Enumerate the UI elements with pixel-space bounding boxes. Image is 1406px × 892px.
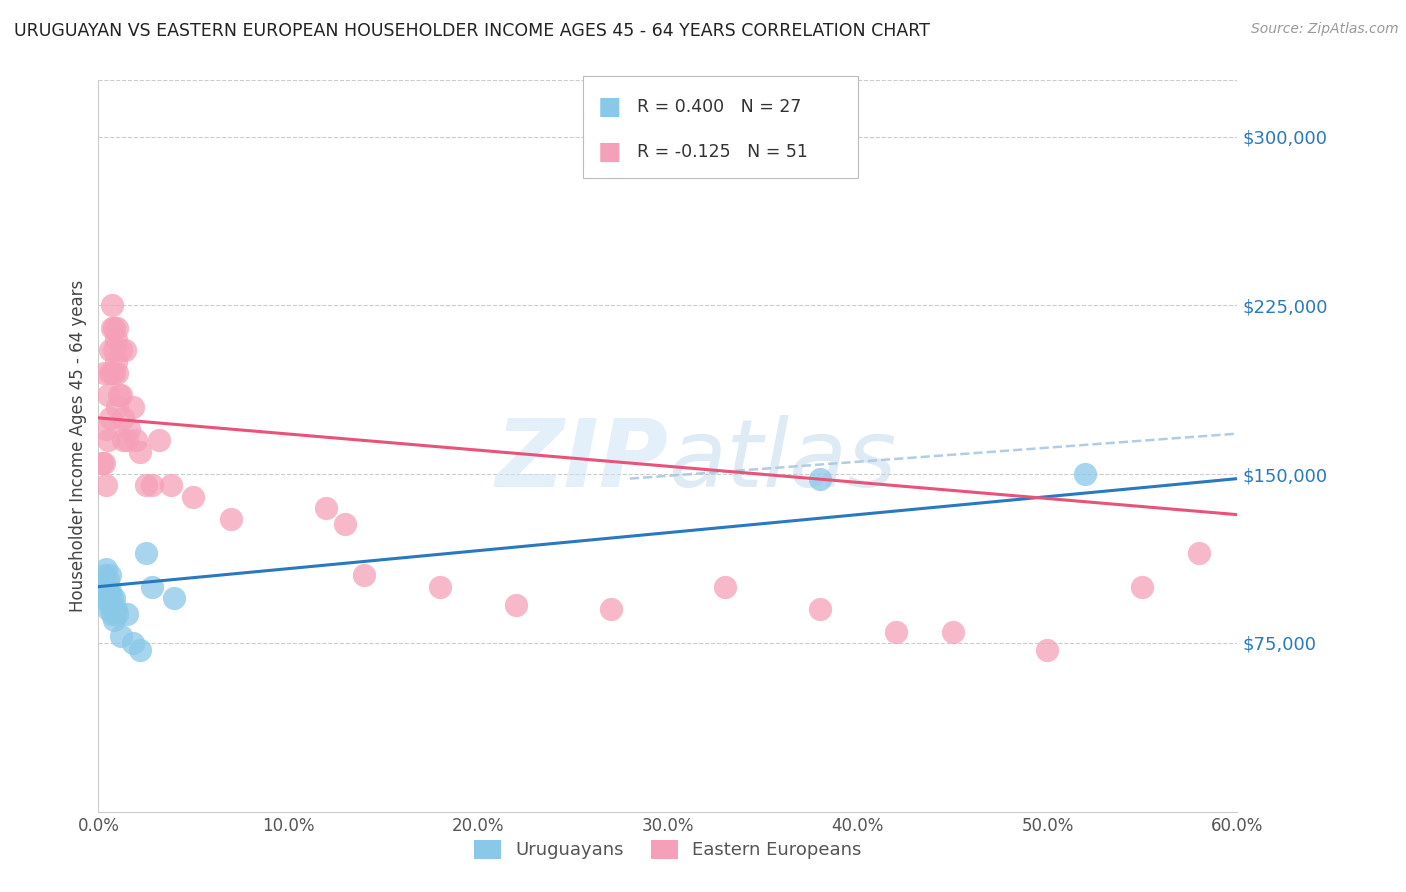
Point [1036, 642, 1059, 657]
Point [808, 472, 831, 486]
Point [94, 478, 117, 492]
Point [93, 366, 115, 380]
Point [107, 366, 129, 380]
Point [115, 607, 138, 621]
Point [121, 636, 143, 650]
Point [429, 580, 451, 594]
Point [104, 602, 127, 616]
Point [135, 478, 157, 492]
Point [103, 321, 125, 335]
Point [103, 343, 125, 358]
Point [100, 591, 122, 605]
Point [103, 591, 125, 605]
Point [129, 444, 152, 458]
Point [98, 598, 121, 612]
Point [98, 584, 121, 599]
Point [942, 624, 965, 639]
Point [104, 332, 127, 346]
Point [335, 516, 357, 531]
Point [107, 607, 129, 621]
Point [600, 602, 623, 616]
Point [141, 478, 163, 492]
Point [98, 343, 121, 358]
Point [97, 584, 120, 599]
Point [353, 568, 375, 582]
Text: Source: ZipAtlas.com: Source: ZipAtlas.com [1251, 22, 1399, 37]
Point [98, 366, 121, 380]
Point [94, 580, 117, 594]
Legend: Uruguayans, Eastern Europeans: Uruguayans, Eastern Europeans [465, 831, 870, 869]
Point [125, 434, 148, 448]
Point [112, 434, 135, 448]
Point [94, 562, 117, 576]
Point [884, 624, 907, 639]
Y-axis label: Householder Income Ages 45 - 64 years: Householder Income Ages 45 - 64 years [69, 280, 87, 612]
Point [108, 388, 131, 402]
Point [97, 602, 120, 616]
Text: R = 0.400   N = 27: R = 0.400 N = 27 [637, 98, 801, 116]
Text: ZIP: ZIP [495, 415, 668, 507]
Point [135, 546, 157, 560]
Point [159, 478, 181, 492]
Point [315, 500, 337, 515]
Point [100, 321, 122, 335]
Text: URUGUAYAN VS EASTERN EUROPEAN HOUSEHOLDER INCOME AGES 45 - 64 YEARS CORRELATION : URUGUAYAN VS EASTERN EUROPEAN HOUSEHOLDE… [14, 22, 929, 40]
Point [141, 580, 163, 594]
Point [1132, 580, 1154, 594]
Point [183, 490, 205, 504]
Point [148, 434, 170, 448]
Point [93, 568, 115, 582]
Point [103, 366, 125, 380]
Point [110, 388, 132, 402]
Text: ■: ■ [598, 95, 621, 119]
Text: R = -0.125   N = 51: R = -0.125 N = 51 [637, 143, 808, 161]
Point [808, 602, 831, 616]
Point [97, 434, 120, 448]
Point [98, 410, 121, 425]
Point [1188, 546, 1211, 560]
Point [93, 591, 115, 605]
Point [129, 642, 152, 657]
Point [107, 400, 129, 414]
Point [97, 388, 120, 402]
Point [121, 400, 143, 414]
Point [114, 343, 136, 358]
Point [98, 568, 121, 582]
Point [100, 298, 122, 312]
Point [110, 343, 132, 358]
Point [94, 591, 117, 605]
Point [221, 512, 243, 526]
Point [110, 629, 132, 643]
Text: atlas: atlas [668, 415, 896, 506]
Point [103, 614, 125, 628]
Point [118, 422, 141, 436]
Point [91, 456, 114, 470]
Point [93, 456, 115, 470]
Text: ■: ■ [598, 140, 621, 163]
Point [714, 580, 737, 594]
Point [104, 354, 127, 368]
Point [112, 410, 135, 425]
Point [100, 607, 122, 621]
Point [163, 591, 186, 605]
Point [91, 580, 114, 594]
Point [107, 321, 129, 335]
Point [97, 573, 120, 587]
Point [100, 366, 122, 380]
Point [505, 598, 527, 612]
Point [115, 434, 138, 448]
Point [1074, 467, 1097, 482]
Point [94, 422, 117, 436]
